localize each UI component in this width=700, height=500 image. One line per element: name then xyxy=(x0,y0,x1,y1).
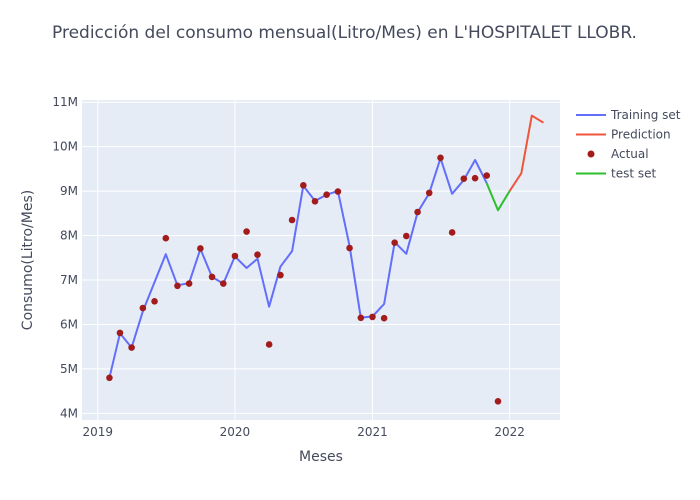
y-tick-label: 10M xyxy=(52,140,78,154)
y-axis-ticks: 4M 5M 6M 7M 8M 9M 10M 11M xyxy=(52,95,78,420)
grid xyxy=(82,100,560,420)
test-set-line xyxy=(485,182,511,212)
actual-point xyxy=(139,304,147,312)
actual-point xyxy=(254,251,261,258)
actual-point xyxy=(174,282,181,290)
actual-point xyxy=(231,252,239,260)
actual-point xyxy=(185,280,193,287)
actual-point xyxy=(403,232,410,240)
x-tick-label: 2021 xyxy=(357,425,388,439)
x-tick-label: 2020 xyxy=(220,425,251,439)
training-set-line xyxy=(108,157,488,379)
actual-point xyxy=(334,188,342,195)
y-axis-label: Consumo(Litro/Mes) xyxy=(20,190,36,330)
legend-item-test-set[interactable]: test set xyxy=(576,167,656,181)
actual-point xyxy=(414,208,421,216)
y-tick-label: 8M xyxy=(60,229,78,243)
prediction-line xyxy=(508,114,545,192)
actual-point xyxy=(277,271,284,279)
legend-item-training-set[interactable]: Training set xyxy=(576,108,681,122)
y-tick-label: 4M xyxy=(60,406,78,420)
actual-point xyxy=(471,174,479,182)
legend-swatch-actual xyxy=(587,150,595,158)
legend[interactable]: Training set Prediction Actual test set xyxy=(576,108,681,181)
actual-point xyxy=(437,154,444,162)
actual-point xyxy=(219,280,227,287)
y-tick-label: 7M xyxy=(60,273,78,287)
actual-point xyxy=(288,216,296,224)
x-axis-label: Meses xyxy=(299,449,343,465)
actual-point xyxy=(162,234,170,242)
actual-point xyxy=(197,245,204,252)
chart-title: Predicción del consumo mensual(Litro/Mes… xyxy=(52,23,637,43)
legend-label-training-set: Training set xyxy=(610,108,681,122)
actual-point xyxy=(425,189,433,197)
y-tick-label: 9M xyxy=(60,184,78,198)
x-tick-label: 2019 xyxy=(83,425,114,439)
plot-background xyxy=(82,100,560,420)
y-tick-label: 6M xyxy=(60,317,78,331)
legend-label-test-set: test set xyxy=(611,167,656,181)
actual-point xyxy=(483,172,491,179)
series-layer xyxy=(106,114,545,405)
x-axis-ticks: 2019 2020 2021 2022 xyxy=(83,425,525,439)
actual-point xyxy=(106,374,113,382)
legend-item-prediction[interactable]: Prediction xyxy=(576,128,671,142)
actual-point xyxy=(116,329,124,337)
legend-item-actual[interactable]: Actual xyxy=(587,147,649,161)
actual-point xyxy=(265,341,273,348)
actual-point xyxy=(494,398,502,405)
actual-point xyxy=(300,182,307,189)
y-tick-label: 5M xyxy=(60,362,78,376)
actual-point xyxy=(323,191,330,198)
actual-point xyxy=(380,314,388,322)
actual-point xyxy=(151,298,158,305)
actual-point xyxy=(128,344,135,351)
legend-label-prediction: Prediction xyxy=(611,128,671,142)
actual-point xyxy=(391,239,398,246)
x-tick-label: 2022 xyxy=(494,425,525,439)
actual-point xyxy=(357,314,365,322)
actual-point xyxy=(346,244,353,252)
y-tick-label: 11M xyxy=(52,95,78,109)
actual-point xyxy=(208,273,216,281)
actual-point xyxy=(448,229,456,236)
legend-label-actual: Actual xyxy=(611,147,649,161)
actual-point xyxy=(460,175,468,182)
actual-point xyxy=(311,198,319,205)
actual-point xyxy=(369,313,376,321)
actual-point xyxy=(243,228,250,235)
